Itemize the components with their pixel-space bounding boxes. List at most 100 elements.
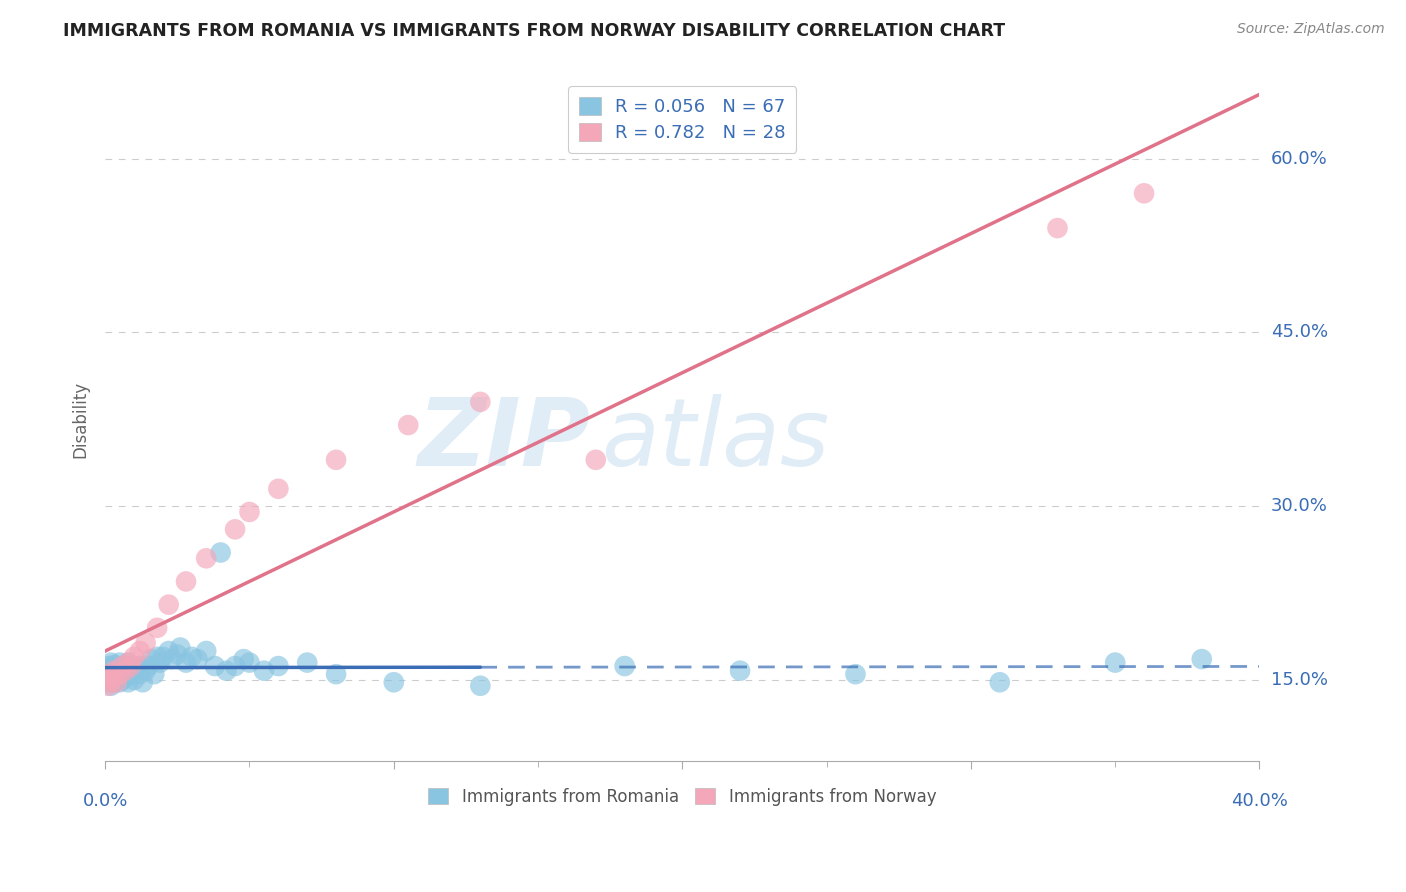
Point [117,656,139,670]
Point [728,664,751,678]
Point [174,574,197,589]
Point [122,664,145,678]
Point [97,679,120,693]
Point [111,659,134,673]
Point [120,659,142,673]
Point [195,551,218,566]
Point [267,482,290,496]
Point [100,667,122,681]
Point [143,667,166,681]
Point [103,657,125,672]
Point [180,649,202,664]
Point [103,664,125,678]
Point [297,656,319,670]
Point [152,649,174,664]
Point [100,675,122,690]
Point [325,452,347,467]
Point [1133,186,1156,201]
Point [120,667,142,681]
Text: 0.0%: 0.0% [83,791,128,810]
Point [238,656,260,670]
Text: IMMIGRANTS FROM ROMANIA VS IMMIGRANTS FROM NORWAY DISABILITY CORRELATION CHART: IMMIGRANTS FROM ROMANIA VS IMMIGRANTS FR… [63,22,1005,40]
Point [396,418,419,433]
Point [108,675,131,690]
Point [100,679,122,693]
Point [135,636,157,650]
Point [97,664,120,678]
Point [103,671,125,685]
Point [146,649,169,664]
Text: 15.0%: 15.0% [1271,671,1327,689]
Point [117,656,139,670]
Point [146,621,169,635]
Point [125,661,148,675]
Text: Source: ZipAtlas.com: Source: ZipAtlas.com [1237,22,1385,37]
Text: 40.0%: 40.0% [1232,791,1288,810]
Point [128,659,150,673]
Point [585,452,607,467]
Point [105,667,128,681]
Point [204,659,226,673]
Point [166,648,188,662]
Point [100,656,122,670]
Point [103,664,125,678]
Point [108,656,131,670]
Point [1191,652,1213,666]
Point [238,505,260,519]
Point [114,661,136,675]
Point [111,667,134,681]
Point [103,675,125,690]
Point [157,598,180,612]
Point [105,673,128,687]
Point [108,669,131,683]
Point [97,671,120,685]
Point [128,667,150,681]
Point [108,667,131,681]
Point [224,659,246,673]
Point [114,664,136,678]
Point [128,644,150,658]
Point [169,640,191,655]
Text: ZIP: ZIP [418,393,591,486]
Point [1104,656,1126,670]
Point [111,659,134,673]
Text: 30.0%: 30.0% [1271,497,1327,516]
Point [149,656,172,670]
Point [470,395,492,409]
Point [120,659,142,673]
Point [1046,221,1069,235]
Point [195,644,218,658]
Text: 60.0%: 60.0% [1271,150,1327,168]
Point [122,673,145,687]
Point [105,661,128,675]
Point [844,667,866,681]
Point [232,652,254,666]
Point [174,656,197,670]
Point [97,673,120,687]
Point [111,673,134,687]
Point [187,652,209,666]
Point [209,545,232,559]
Point [103,669,125,683]
Point [97,675,120,690]
Point [613,659,636,673]
Point [253,664,276,678]
Point [382,675,405,690]
Point [157,644,180,658]
Point [132,675,155,690]
Legend: Immigrants from Romania, Immigrants from Norway: Immigrants from Romania, Immigrants from… [420,780,945,814]
Point [224,522,246,536]
Point [141,652,163,666]
Point [160,652,183,666]
Point [138,659,160,673]
Point [97,659,120,673]
Point [135,664,157,678]
Point [215,664,238,678]
Text: 45.0%: 45.0% [1271,324,1327,342]
Point [988,675,1011,690]
Y-axis label: Disability: Disability [72,381,89,458]
Point [105,675,128,690]
Point [470,679,492,693]
Point [117,675,139,690]
Point [325,667,347,681]
